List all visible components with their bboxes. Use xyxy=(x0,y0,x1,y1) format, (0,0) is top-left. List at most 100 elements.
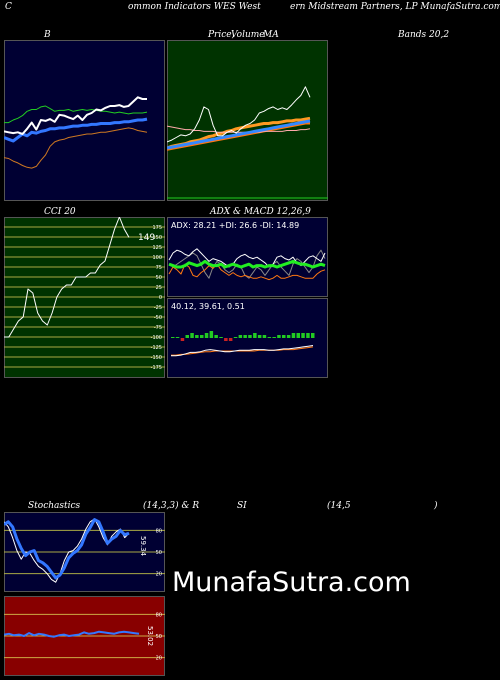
macd-hist-bar xyxy=(277,335,281,338)
cci-tick-0: 175 xyxy=(152,225,162,231)
macd-panel: 40.12, 39.61, 0.51 xyxy=(167,298,328,378)
price-ma-chart xyxy=(167,40,328,201)
stoch-tick-1: 50 xyxy=(156,550,162,556)
bollinger-panel xyxy=(4,40,165,201)
rsi-line xyxy=(4,630,140,638)
price-title-a: Price, xyxy=(208,30,235,40)
ma-orange2-line xyxy=(167,122,310,151)
macd-hist-bar xyxy=(291,333,296,338)
ma-pink-line xyxy=(167,125,311,133)
macd-hist-bar xyxy=(282,335,286,338)
rsi-last-label: 53.02 xyxy=(146,626,154,646)
bb-lower-line xyxy=(4,127,148,169)
rsi-tick-2: 20 xyxy=(156,656,162,662)
cci-tick-14: -175 xyxy=(151,365,162,371)
bands-title: Bands 20,2 xyxy=(398,30,450,40)
cci-tick-13: -150 xyxy=(151,355,162,361)
cci-tick-4: 75 xyxy=(156,265,162,271)
bollinger-chart xyxy=(4,40,165,201)
cci-tick-9: -50 xyxy=(154,315,162,321)
macd-line xyxy=(171,345,314,357)
adx-bg xyxy=(167,217,328,297)
macd-hist-bar xyxy=(200,335,204,338)
cci-tick-2: 125 xyxy=(152,245,162,251)
macd-signal-line xyxy=(171,346,314,356)
cci-tick-7: 0 xyxy=(159,295,162,301)
macd-chart: 40.12, 39.61, 0.51 xyxy=(167,298,328,378)
cci-title: CCI 20 xyxy=(44,207,76,217)
macd-hist-bar xyxy=(209,331,214,338)
header-mid: ommon Indicators WES West xyxy=(128,2,261,12)
stoch-tick-0: 80 xyxy=(156,528,162,534)
macd-hist-bar xyxy=(185,335,189,338)
price-ma-panel xyxy=(167,40,328,201)
macd-hist-bar xyxy=(253,333,257,338)
rsi-chart: 80 50 20 53.02 xyxy=(4,596,165,676)
adx-panel: ADX: 28.21 +DI: 26.6 -DI: 14.89 xyxy=(167,217,328,297)
stoch-tick-2: 20 xyxy=(156,572,162,578)
macd-hist-bar xyxy=(171,337,175,338)
macd-hist-bar xyxy=(267,337,272,338)
macd-hist-bar xyxy=(238,335,243,338)
macd-hist-bar xyxy=(248,335,252,338)
bb-middle-line xyxy=(4,117,148,143)
rsi-close-paren: ) xyxy=(434,501,438,511)
rsi-params: (14,5 xyxy=(327,501,351,511)
macd-hist-bar xyxy=(219,337,223,338)
macd-hist-bar xyxy=(195,335,199,338)
stoch-last-label: 59.34 xyxy=(139,536,147,557)
stoch-k-line xyxy=(4,518,130,580)
bollinger-title: B xyxy=(44,30,51,40)
cci-tick-11: -100 xyxy=(151,335,162,341)
macd-label: 40.12, 39.61, 0.51 xyxy=(171,302,245,311)
stochastics-panel: 80 50 20 59.34 xyxy=(4,512,165,592)
adx-minus-di-line xyxy=(168,249,326,279)
adx-macd-title: ADX & MACD 12,26,9 xyxy=(210,207,311,217)
macd-hist-bar xyxy=(224,338,228,341)
price-line xyxy=(167,86,311,143)
macd-hist-bar xyxy=(180,338,185,341)
cci-panel: 175 150 125 100 75 50 25 0 -25 -50 -75 -100 -125 -150… xyxy=(4,217,165,378)
rsi-tick-1: 50 xyxy=(156,634,162,640)
cci-line xyxy=(4,217,130,338)
macd-hist-bar xyxy=(214,335,218,338)
cci-tick-8: -25 xyxy=(154,305,162,311)
macd-bg xyxy=(167,298,328,378)
header-left: C xyxy=(5,2,12,12)
macd-hist-bar xyxy=(175,337,180,338)
price-title-c: MA xyxy=(263,30,279,40)
bb-upper-line xyxy=(4,105,148,124)
price-title-b: Volume xyxy=(231,30,265,40)
macd-hist-bar xyxy=(286,335,291,338)
macd-hist-bar xyxy=(272,337,276,338)
cci-chart: 175 150 125 100 75 50 25 0 -25 -50 -75 -100 -125 -150… xyxy=(4,217,165,378)
cci-tick-5: 50 xyxy=(156,275,162,281)
cci-tick-10: -75 xyxy=(154,325,162,331)
cci-tick-3: 100 xyxy=(152,255,162,261)
stochastics-title: Stochastics xyxy=(28,501,81,511)
bb-price-line xyxy=(4,96,147,135)
macd-hist-bar xyxy=(306,333,310,338)
cci-tick-1: 150 xyxy=(152,235,162,241)
watermark: MunafaSutra.com xyxy=(172,567,411,598)
macd-hist-bar xyxy=(301,333,305,338)
cci-last-label: 149 xyxy=(138,233,155,243)
ma-blue-line xyxy=(167,119,311,150)
stochastics-params: (14,3,3) & R xyxy=(143,501,200,511)
adx-orange-line xyxy=(168,263,326,281)
macd-hist-bar xyxy=(233,337,238,338)
stochastics-chart: 80 50 20 59.34 xyxy=(4,512,165,592)
ma-orange-line xyxy=(167,116,311,150)
macd-hist-bar xyxy=(243,335,247,338)
adx-chart: ADX: 28.21 +DI: 26.6 -DI: 14.89 xyxy=(167,217,328,297)
macd-hist-bar xyxy=(262,335,267,338)
adx-main-line xyxy=(168,259,326,269)
rsi-panel: 80 50 20 53.02 xyxy=(4,596,165,676)
macd-hist-bar xyxy=(296,333,300,338)
rsi-title: SI xyxy=(237,501,247,511)
cci-tick-6: 25 xyxy=(156,285,162,291)
header-right: ern Midstream Partners, LP MunafaSutra.c… xyxy=(290,2,500,12)
rsi-tick-0: 80 xyxy=(156,612,162,618)
macd-hist-bar xyxy=(204,333,209,338)
macd-hist-bar xyxy=(228,338,233,341)
